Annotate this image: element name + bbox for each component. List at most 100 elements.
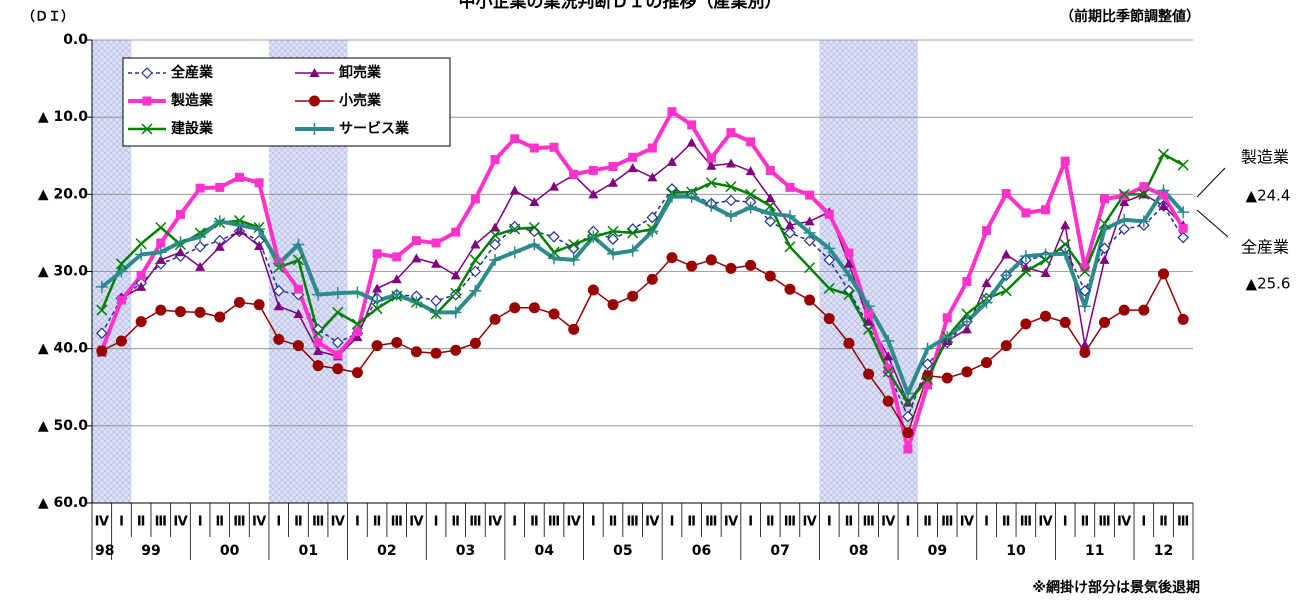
leader-line [1196,167,1226,198]
x-tick-label: Ⅱ [373,515,382,530]
marker [961,324,972,334]
x-tick-label: Ⅰ [512,515,517,530]
x-tick-label: Ⅳ [252,515,267,530]
marker [764,207,777,220]
marker [803,234,816,247]
marker [961,366,973,378]
lines [99,109,1185,451]
marker [706,153,716,163]
marker [175,209,185,219]
marker [823,282,835,295]
marker [195,261,206,271]
marker [273,301,284,311]
marker [587,284,599,296]
marker [470,194,480,204]
x-tick-label: Ⅰ [1141,515,1146,530]
marker [863,323,875,335]
marker [233,219,246,232]
x-tick-label: Ⅱ [609,515,618,530]
marker [686,260,698,272]
marker [705,177,717,189]
marker [116,295,126,305]
marker [725,194,737,207]
marker [1060,156,1070,166]
marker [764,200,776,212]
marker [882,334,895,347]
year-label: 01 [299,543,318,559]
marker [627,227,639,239]
marker [901,387,914,400]
annotation: ▲24.4 [1246,187,1291,205]
marker [136,270,146,280]
x-tick-label: Ⅲ [391,515,403,530]
marker [115,258,128,270]
x-tick-label: Ⅰ [905,515,910,530]
markers [95,107,1190,454]
x-tick-label: Ⅱ [294,515,303,530]
marker [1079,339,1090,349]
marker [1060,220,1071,230]
marker [115,335,127,347]
marker [391,274,402,284]
marker [234,172,244,182]
year-label: 03 [456,543,475,559]
x-tick-label: Ⅳ [960,515,975,530]
marker [333,350,343,360]
marker [155,221,167,234]
y-tick-label: ▲ 60.0 [38,495,88,511]
marker [1177,231,1190,244]
x-tick-label: Ⅱ [530,515,539,530]
y-tick-label: ▲ 40.0 [38,341,88,357]
marker [1040,268,1051,278]
marker [489,229,501,241]
marker [921,342,934,355]
marker [646,211,659,224]
y-tick-label: ▲ 30.0 [38,264,88,280]
marker [607,247,620,260]
marker [352,327,362,337]
marker [332,363,344,375]
y-tick-label: ▲ 20.0 [38,186,88,202]
marker [666,252,678,264]
marker [528,238,541,251]
marker [1021,208,1031,218]
legend-label: 全産業 [170,64,214,81]
marker [490,155,500,165]
x-tick-label: Ⅰ [355,515,360,530]
marker [1000,285,1012,297]
marker [449,306,462,319]
marker [135,316,147,328]
x-tick-label: Ⅳ [802,515,817,530]
marker [843,284,855,297]
marker [155,254,166,264]
marker [1119,197,1130,207]
marker [843,289,855,301]
marker [549,142,559,152]
marker [785,182,795,192]
marker [96,345,108,357]
marker [548,230,560,243]
marker [194,240,206,253]
marker [608,162,618,172]
marker [941,331,954,344]
marker [569,169,579,179]
marker [155,304,167,316]
x-tick-label: Ⅲ [862,515,874,530]
note: ※網掛け部分は景気後退期 [1032,579,1200,596]
marker [746,137,756,147]
marker [509,302,521,314]
x-tick-label: Ⅱ [137,515,146,530]
year-label: 12 [1154,543,1173,559]
x-tick-label: Ⅲ [1177,515,1189,530]
marker [142,96,152,106]
x-tick-label: Ⅲ [941,515,953,530]
marker [685,190,698,203]
marker [548,252,561,265]
marker [312,327,324,339]
marker [508,246,521,259]
x-tick-label: Ⅱ [1002,515,1011,530]
marker [745,259,757,271]
marker [1137,215,1150,228]
marker [628,152,638,162]
